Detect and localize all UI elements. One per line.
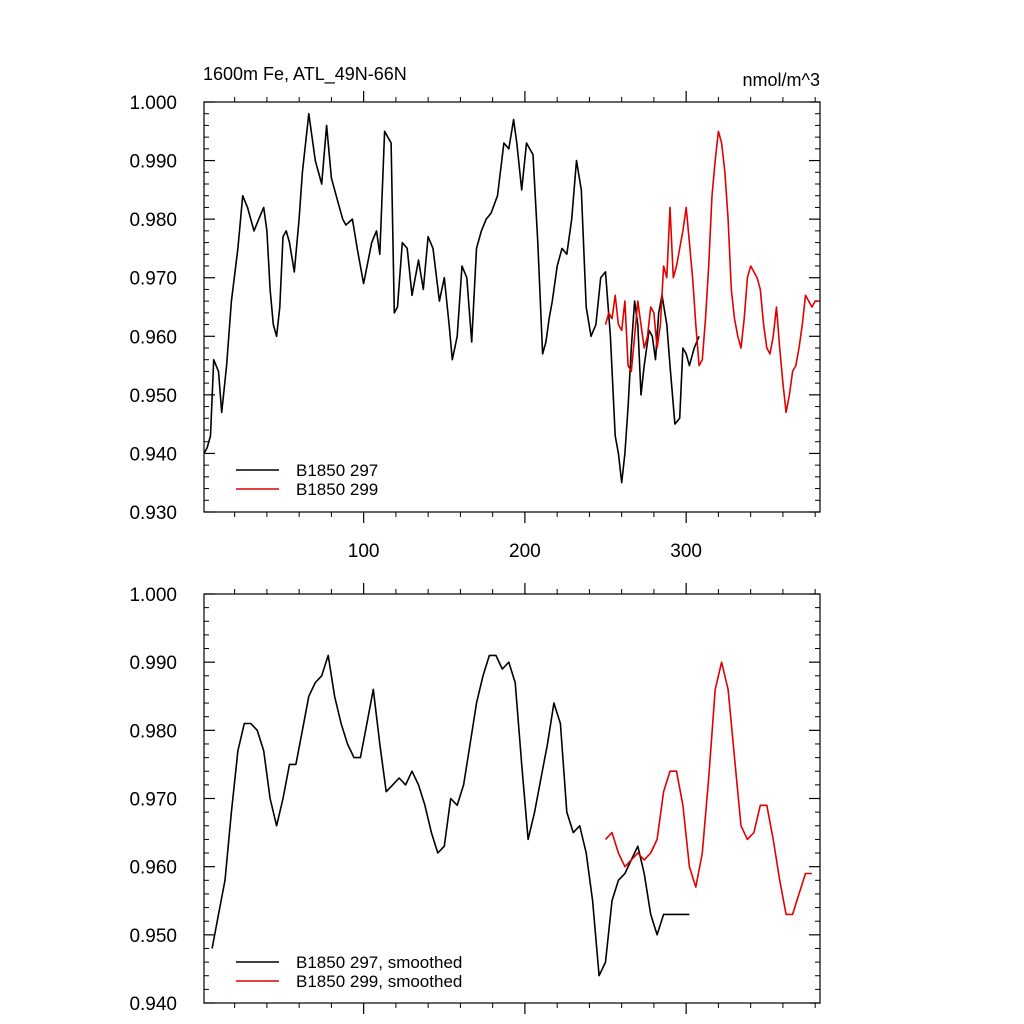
y-tick-label: 0.950: [129, 386, 177, 407]
plot-frame: [203, 593, 821, 1004]
series-line-2: [604, 130, 819, 414]
plot-frame: [203, 101, 821, 513]
y-tick-label: 0.940: [129, 444, 177, 465]
legend-label: B1850 297: [296, 461, 378, 480]
y-tick-label: 0.980: [129, 721, 177, 742]
y-tick-label: 1.000: [129, 585, 177, 606]
legend-label: B1850 297, smoothed: [296, 953, 462, 972]
y-tick-label: 0.960: [129, 327, 177, 348]
y-tick-label: 0.960: [129, 858, 177, 879]
series-line-1: [211, 654, 690, 977]
x-tick-label: 100: [348, 541, 380, 562]
panel-title: 1600m Fe, ATL_49N-66N: [203, 64, 407, 85]
y-tick-label: 0.930: [129, 503, 177, 524]
y-tick-label: 0.970: [129, 790, 177, 811]
y-tick-label: 0.980: [129, 210, 177, 231]
series-line-2: [604, 661, 812, 916]
y-tick-label: 0.990: [129, 152, 177, 173]
units-label: nmol/m^3: [743, 70, 820, 90]
x-tick-label: 200: [509, 541, 541, 562]
series-line-1: [203, 112, 700, 484]
top-panel: 1600m Fe, ATL_49N-66N nmol/m^3 100 200 300…: [129, 64, 821, 562]
y-tick-label: 0.990: [129, 653, 177, 674]
legend-label: B1850 299, smoothed: [296, 972, 462, 991]
bottom-panel: 0.940 0.950 0.960 0.970 0.980 0.990 1.000 B1850…: [129, 583, 821, 1015]
legend-label: B1850 299: [296, 480, 378, 499]
y-tick-label: 0.970: [129, 269, 177, 290]
x-tick-label: 300: [670, 541, 702, 562]
y-tick-label: 0.950: [129, 926, 177, 947]
y-tick-label: 1.000: [129, 93, 177, 114]
y-tick-label: 0.940: [129, 994, 177, 1015]
